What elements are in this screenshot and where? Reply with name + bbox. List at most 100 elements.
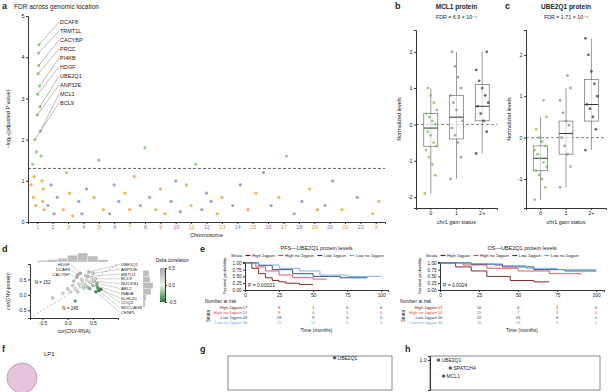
tick: 6 — [113, 222, 116, 230]
tick: 8 — [144, 222, 147, 230]
axis-title: Normalized levels — [396, 97, 402, 141]
point — [74, 287, 77, 290]
threshold-line — [28, 168, 385, 169]
tick-label: X — [374, 224, 378, 230]
leader-line — [38, 49, 59, 74]
point — [49, 183, 52, 186]
point — [97, 159, 100, 162]
tick: 50 — [311, 290, 317, 298]
point — [571, 132, 574, 135]
point — [437, 358, 440, 361]
tick-label: 1 — [21, 178, 24, 184]
tick: 3 — [21, 96, 28, 102]
point — [596, 95, 599, 98]
point — [43, 208, 46, 211]
tick-mark — [596, 290, 597, 292]
point — [568, 124, 571, 127]
tick-label: 12 — [204, 224, 210, 230]
point — [449, 94, 452, 97]
tick-label: 14 — [235, 224, 241, 230]
leader-line — [71, 265, 80, 274]
tick: 18 — [296, 222, 302, 230]
point — [442, 374, 445, 377]
point — [31, 163, 34, 166]
color-bar-title: Delta correlation — [156, 258, 189, 263]
tick: 0.75 — [428, 268, 440, 273]
gene-label: PI4KB — [60, 55, 76, 61]
table-strata: Strata — [401, 310, 406, 323]
legend-label: High no 1qgain — [285, 253, 315, 258]
tick-label: 1.00 — [428, 261, 437, 266]
point — [566, 153, 569, 156]
x-axis: 12345678910111213141516171819202122X — [29, 222, 386, 230]
leader-line — [38, 31, 59, 53]
histogram-bar — [143, 283, 153, 289]
point — [270, 204, 273, 207]
point — [33, 175, 36, 178]
point — [482, 119, 485, 122]
point — [432, 101, 435, 104]
axis-line — [524, 31, 527, 209]
point — [84, 274, 87, 277]
y-axis: -2-1012 — [408, 31, 417, 209]
at-risk-count: 30 — [243, 320, 248, 325]
leader-line — [95, 278, 120, 279]
tick-mark — [479, 290, 480, 292]
tick-label: 25 — [477, 293, 483, 298]
tick-label: 5 — [21, 13, 24, 19]
row-label: Low no 1qgain — [410, 320, 438, 325]
annotation: FDR = 6.9 × 10⁻⁵ — [436, 14, 477, 20]
axis-line — [243, 263, 246, 291]
y-axis: 0.000.250.500.751.00 — [428, 261, 441, 293]
point — [220, 196, 223, 199]
tick-label: 0 — [539, 210, 542, 216]
tick: 20 — [327, 222, 333, 230]
point — [451, 127, 454, 130]
point — [485, 50, 488, 53]
tick: 0.5 — [20, 277, 30, 283]
survival-line — [245, 263, 381, 277]
point — [246, 208, 249, 211]
x-axis: 0255075100 — [439, 290, 604, 298]
histogram-bar — [78, 253, 88, 262]
panel-label: f — [2, 344, 6, 354]
tick: 2+ — [479, 208, 485, 216]
median — [424, 128, 438, 129]
y-axis: -0.50.00.5 — [165, 266, 177, 305]
tick: 5 — [98, 222, 101, 230]
survival-line — [440, 263, 596, 271]
point — [479, 112, 482, 115]
point — [293, 212, 296, 215]
box — [424, 114, 438, 147]
tick-label: 4 — [21, 54, 24, 60]
at-risk-count: 9 — [556, 320, 559, 325]
identity-line — [30, 264, 118, 318]
legend-title: Strata — [231, 253, 243, 258]
survival-line — [440, 263, 581, 275]
median — [534, 158, 548, 159]
table-title: Number at risk — [205, 299, 237, 304]
point — [285, 154, 288, 157]
point — [544, 145, 547, 148]
tick-label: 75 — [345, 293, 351, 298]
point — [426, 87, 429, 90]
tick: 0.5 — [90, 318, 97, 326]
point — [475, 152, 478, 155]
tick: -0.5 — [39, 318, 48, 326]
point — [277, 196, 280, 199]
point — [102, 208, 105, 211]
tick: 0.0 — [165, 283, 175, 288]
tick: 100 — [593, 290, 601, 298]
point — [143, 146, 146, 149]
tick-mark — [414, 88, 416, 89]
plot-area — [333, 356, 336, 359]
tick: 0.0 — [65, 318, 72, 326]
point — [29, 183, 32, 186]
point — [435, 145, 438, 148]
y-axis: -0.50.00.5 — [18, 265, 31, 319]
tick-label: 0.00 — [233, 288, 242, 293]
node-label: LP1 — [44, 351, 55, 357]
tick: 0 — [244, 290, 247, 298]
at-risk-count: 30 — [438, 320, 443, 325]
point — [435, 109, 438, 112]
